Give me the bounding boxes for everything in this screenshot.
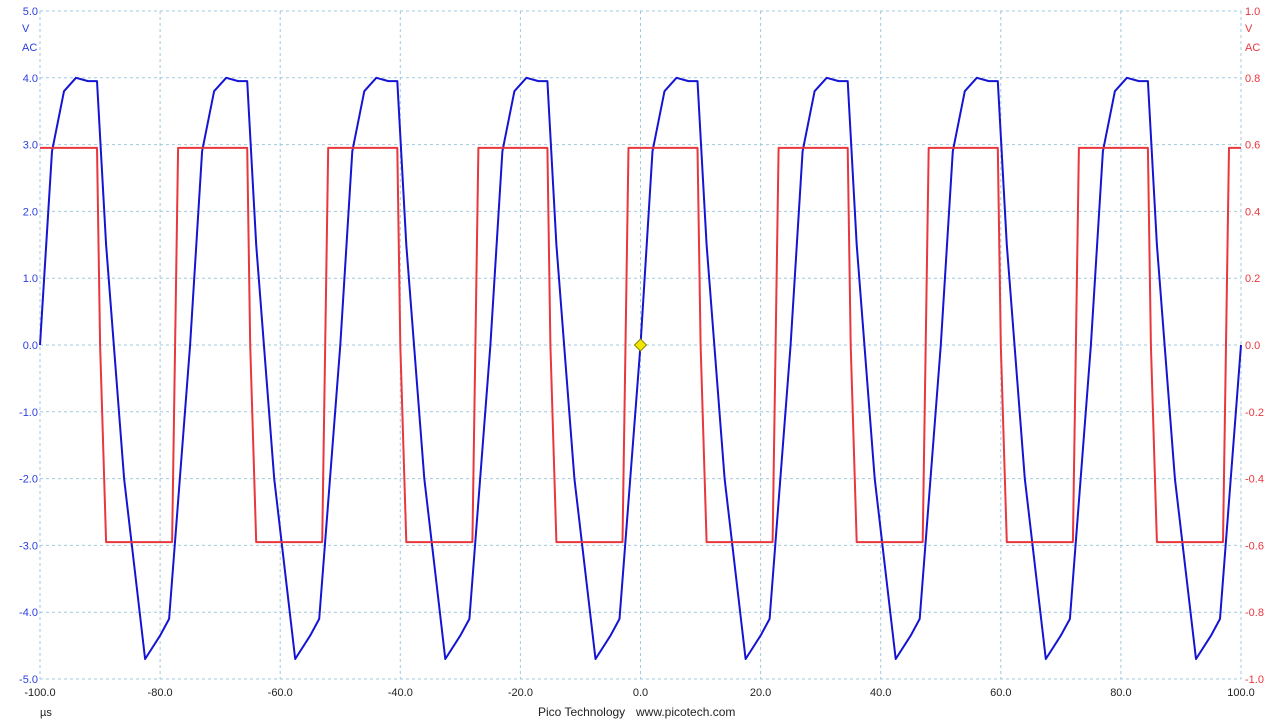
footer-url: www.picotech.com: [635, 705, 735, 719]
trigger-marker-icon[interactable]: [633, 338, 648, 352]
x-axis-tick-label: -60.0: [268, 687, 293, 699]
left-axis-coupling: AC: [22, 42, 37, 54]
left-axis-tick-label: -3.0: [19, 540, 38, 552]
footer-brand: Pico Technology: [538, 705, 625, 719]
right-axis-tick-label: -0.2: [1245, 407, 1264, 419]
left-axis-tick-label: 1.0: [23, 273, 38, 285]
x-axis-tick-label: -100.0: [24, 687, 55, 699]
x-axis: µs -100.0 -80.0 -60.0 -40.0 -20.0 0.0 20.0 40.0…: [24, 687, 1254, 719]
left-axis-tick-label: 2.0: [23, 206, 38, 218]
x-axis-tick-label: 40.0: [870, 687, 891, 699]
right-axis-tick-label: -0.4: [1245, 474, 1264, 486]
right-axis-tick-label: -0.8: [1245, 607, 1264, 619]
left-axis-tick-label: -1.0: [19, 407, 38, 419]
x-axis-tick-label: 20.0: [750, 687, 771, 699]
right-axis-coupling: AC: [1245, 42, 1260, 54]
x-axis-tick-label: 60.0: [990, 687, 1011, 699]
left-axis-tick-label: 0.0: [23, 340, 38, 352]
right-axis: V AC 1.0 0.8 0.6 0.4 0.2 0.0 -0.2 -0.4 -0.6 -0.8 -…: [1245, 6, 1264, 686]
traces: [39, 76, 1242, 660]
left-axis-tick-label: -4.0: [19, 607, 38, 619]
x-axis-tick-label: 0.0: [633, 687, 648, 699]
left-axis-tick-label: 5.0: [23, 6, 38, 18]
x-axis-tick-label: -40.0: [388, 687, 413, 699]
x-axis-tick-label: -80.0: [148, 687, 173, 699]
x-axis-tick-label: 80.0: [1110, 687, 1131, 699]
right-axis-tick-label: 0.6: [1245, 140, 1260, 152]
right-axis-tick-label: 0.4: [1245, 206, 1260, 218]
right-axis-tick-label: -1.0: [1245, 674, 1264, 686]
channel-b-trace: [40, 146, 1241, 544]
right-axis-tick-label: 1.0: [1245, 6, 1260, 18]
footer: Pico Technology www.picotech.com: [538, 705, 735, 719]
left-axis-tick-label: 4.0: [23, 73, 38, 85]
left-axis-tick-label: 3.0: [23, 140, 38, 152]
right-axis-tick-label: 0.2: [1245, 273, 1260, 285]
right-axis-unit: V: [1245, 23, 1253, 35]
right-axis-tick-label: 0.0: [1245, 340, 1260, 352]
x-axis-unit: µs: [40, 707, 52, 719]
right-axis-tick-label: 0.8: [1245, 73, 1260, 85]
right-axis-tick-label: -0.6: [1245, 540, 1264, 552]
x-axis-tick-label: -20.0: [508, 687, 533, 699]
gridlines: [39, 10, 1242, 680]
x-axis-tick-label: 100.0: [1227, 687, 1255, 699]
left-axis-tick-label: -2.0: [19, 474, 38, 486]
left-axis: V AC 5.0 4.0 3.0 2.0 1.0 0.0 -1.0 -2.0 -3.0 -4.0 -…: [19, 6, 38, 686]
left-axis-tick-label: -5.0: [19, 674, 38, 686]
left-axis-unit: V: [22, 23, 30, 35]
